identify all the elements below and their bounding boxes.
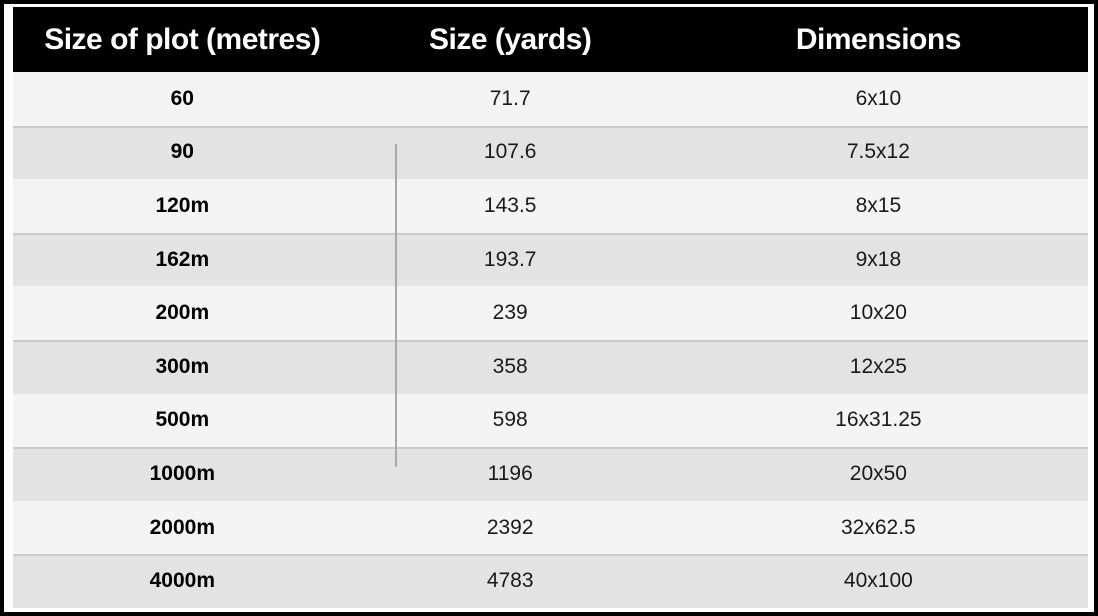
- plot-size-table: Size of plot (metres) Size (yards) Dimen…: [13, 7, 1088, 608]
- table-body: 60 71.7 6x10 90 107.6 7.5x12 120m 143.5 8x15 162m…: [13, 72, 1088, 608]
- table-header-row: Size of plot (metres) Size (yards) Dimen…: [13, 7, 1088, 72]
- table-row: 120m 143.5 8x15: [13, 179, 1088, 233]
- cell-plot-metres: 2000m: [13, 500, 352, 555]
- cell-dimensions: 40x100: [668, 554, 1088, 608]
- column-header-dimensions: Dimensions: [668, 7, 1088, 72]
- cell-dimensions: 32x62.5: [668, 500, 1088, 555]
- cell-size-yards: 71.7: [351, 72, 669, 126]
- table-row: 1000m 1196 20x50: [13, 447, 1088, 501]
- cell-size-yards: 239: [351, 286, 669, 340]
- cell-dimensions: 6x10: [668, 72, 1088, 126]
- cell-dimensions: 12x25: [668, 339, 1088, 394]
- cell-dimensions: 8x15: [668, 179, 1088, 233]
- cell-dimensions: 20x50: [668, 447, 1088, 501]
- cell-size-yards: 143.5: [351, 179, 669, 233]
- cell-size-yards: 107.6: [351, 125, 669, 180]
- table-row: 300m 358 12x25: [13, 339, 1088, 394]
- cell-plot-metres: 300m: [13, 339, 352, 394]
- cell-size-yards: 598: [351, 393, 669, 448]
- cell-plot-metres: 120m: [13, 179, 352, 233]
- cell-size-yards: 358: [351, 339, 669, 394]
- cell-dimensions: 16x31.25: [668, 393, 1088, 448]
- table-row: 4000m 4783 40x100: [13, 554, 1088, 608]
- cell-size-yards: 193.7: [351, 232, 669, 287]
- table-row: 2000m 2392 32x62.5: [13, 500, 1088, 555]
- table-row: 60 71.7 6x10: [13, 72, 1088, 126]
- cell-dimensions: 7.5x12: [668, 125, 1088, 180]
- table-row: 90 107.6 7.5x12: [13, 125, 1088, 180]
- cell-dimensions: 10x20: [668, 286, 1088, 340]
- table-row: 200m 239 10x20: [13, 286, 1088, 340]
- cell-dimensions: 9x18: [668, 232, 1088, 287]
- cell-plot-metres: 500m: [13, 393, 352, 448]
- cell-plot-metres: 90: [13, 125, 352, 180]
- cell-plot-metres: 200m: [13, 286, 352, 340]
- column-header-plot-metres: Size of plot (metres): [13, 7, 352, 72]
- cell-size-yards: 1196: [351, 447, 669, 501]
- table-row: 500m 598 16x31.25: [13, 393, 1088, 448]
- cell-plot-metres: 1000m: [13, 447, 352, 501]
- cell-size-yards: 4783: [351, 554, 669, 608]
- cell-plot-metres: 162m: [13, 232, 352, 287]
- cell-plot-metres: 60: [13, 72, 352, 126]
- table-row: 162m 193.7 9x18: [13, 232, 1088, 287]
- column-header-size-yards: Size (yards): [351, 7, 669, 72]
- cell-plot-metres: 4000m: [13, 554, 352, 608]
- cell-size-yards: 2392: [351, 500, 669, 555]
